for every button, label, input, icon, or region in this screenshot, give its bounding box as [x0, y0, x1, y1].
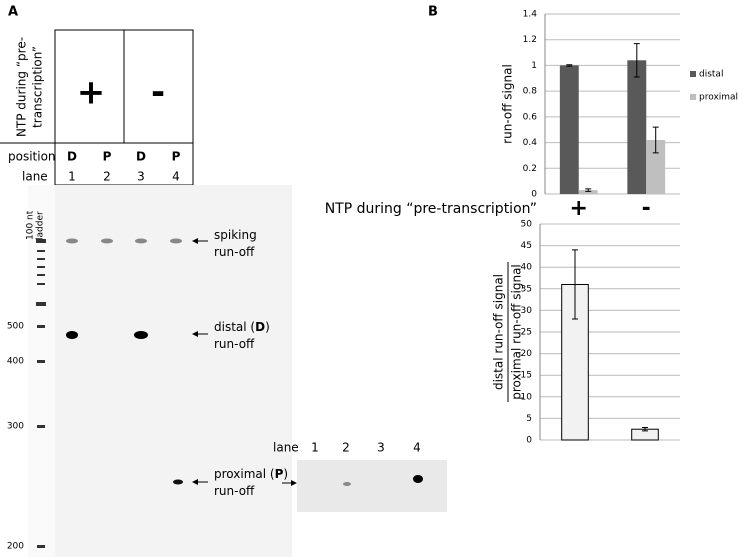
- y-tick-label: 0: [531, 190, 537, 200]
- y-axis-label: distal run-off signal proximal run-off si…: [492, 262, 524, 402]
- x-tick-label: +: [570, 196, 588, 221]
- distal-band: [66, 331, 78, 339]
- annotation-part: spiking: [214, 228, 257, 242]
- x-axis-label: NTP during “pre-transcription”: [325, 201, 537, 217]
- ladder-label: 100 nt: [26, 210, 36, 240]
- annotation: run-off: [214, 245, 255, 259]
- ladder-label: ladder: [36, 211, 46, 240]
- y-tick-label: 0.4: [523, 138, 538, 148]
- annotation-part: ): [265, 320, 270, 334]
- x-tick-label: -: [642, 196, 651, 221]
- condition: +: [77, 73, 106, 113]
- annotation-part: distal (: [214, 320, 255, 334]
- y-tick-label: 30: [521, 306, 533, 316]
- inset-lane-label: lane: [273, 441, 299, 455]
- bar: [559, 65, 579, 194]
- annotation-part: ): [283, 467, 288, 481]
- bar: [627, 60, 647, 195]
- ladder-lane: [28, 185, 55, 557]
- position-label: position: [8, 150, 56, 164]
- lane: 4: [172, 170, 180, 184]
- ladder-bands: [36, 239, 46, 548]
- inset-lane: 2: [342, 441, 350, 455]
- y-axis-label: run-off signal: [501, 64, 515, 144]
- annotation: distal (D): [214, 320, 270, 334]
- error-bar: [585, 188, 592, 192]
- condition-label: transcription”: [31, 46, 45, 128]
- annotation: proximal (P): [214, 467, 288, 481]
- y-tick-label: 5: [526, 414, 532, 424]
- y-tick-label: 50: [521, 220, 533, 230]
- gel: [28, 185, 292, 557]
- error-bar: [633, 43, 640, 78]
- ladder-size: 300: [7, 422, 24, 432]
- annotation-part: run-off: [214, 484, 255, 498]
- y-axis-label-numerator: distal run-off signal: [492, 274, 506, 390]
- panel-label: A: [8, 5, 18, 20]
- position: D: [136, 150, 146, 164]
- condition: -: [151, 73, 165, 113]
- annotation: run-off: [214, 337, 255, 351]
- panel-label: B: [428, 5, 438, 20]
- legend-label: distal: [699, 70, 723, 80]
- legend-label: proximal: [699, 93, 738, 103]
- ladder-size: 400: [7, 357, 24, 367]
- position: P: [103, 150, 112, 164]
- y-tick-label: 1.2: [523, 35, 537, 45]
- annotation-part: D: [255, 320, 265, 334]
- y-tick-label: 35: [521, 284, 532, 294]
- position: P: [172, 150, 181, 164]
- y-tick-label: 20: [521, 349, 533, 359]
- y-tick-label: 0.2: [523, 164, 537, 174]
- y-tick-label: 1.4: [523, 10, 538, 20]
- annotation: spiking: [214, 228, 257, 242]
- inset-band: [343, 482, 351, 486]
- position: D: [67, 150, 77, 164]
- y-tick-label: 15: [521, 371, 532, 381]
- inset-lane: 3: [377, 441, 385, 455]
- y-tick-label: 0: [526, 436, 532, 446]
- ladder-size: 200: [7, 542, 24, 552]
- error-bar: [642, 426, 648, 432]
- inset-band: [413, 475, 423, 483]
- inset-lane: 4: [413, 441, 421, 455]
- y-tick-label: 10: [521, 392, 533, 402]
- lane: 2: [103, 170, 111, 184]
- legend-swatch: [690, 71, 696, 77]
- y-tick-label: 45: [521, 241, 532, 251]
- y-tick-label: 0.8: [523, 87, 538, 97]
- error-bar: [652, 126, 659, 154]
- proximal-band: [173, 479, 183, 485]
- lane: 1: [68, 170, 76, 184]
- y-axis-label-denominator: proximal run-off signal: [510, 264, 524, 400]
- annotation: run-off: [214, 484, 255, 498]
- inset-gel: [297, 460, 447, 512]
- y-tick-label: 1: [531, 61, 537, 71]
- error-bar: [566, 64, 573, 67]
- spiking-bands: [66, 238, 182, 244]
- bar: [646, 140, 666, 194]
- ladder-size: 500: [7, 322, 24, 332]
- y-tick-label: 0.6: [523, 112, 538, 122]
- bar: [578, 190, 598, 194]
- annotation-part: proximal (: [214, 467, 275, 481]
- y-tick-label: 40: [521, 263, 533, 273]
- annotation-part: run-off: [214, 245, 255, 259]
- lane-label: lane: [22, 170, 48, 184]
- y-tick-label: 25: [521, 328, 532, 338]
- lane: 3: [137, 170, 145, 184]
- inset-lane: 1: [311, 441, 319, 455]
- error-bar: [572, 249, 578, 320]
- legend-swatch: [690, 94, 696, 100]
- annotation-part: P: [275, 467, 284, 481]
- annotation-part: run-off: [214, 337, 255, 351]
- distal-band: [134, 331, 148, 339]
- condition-label: NTP during “pre-: [15, 37, 29, 137]
